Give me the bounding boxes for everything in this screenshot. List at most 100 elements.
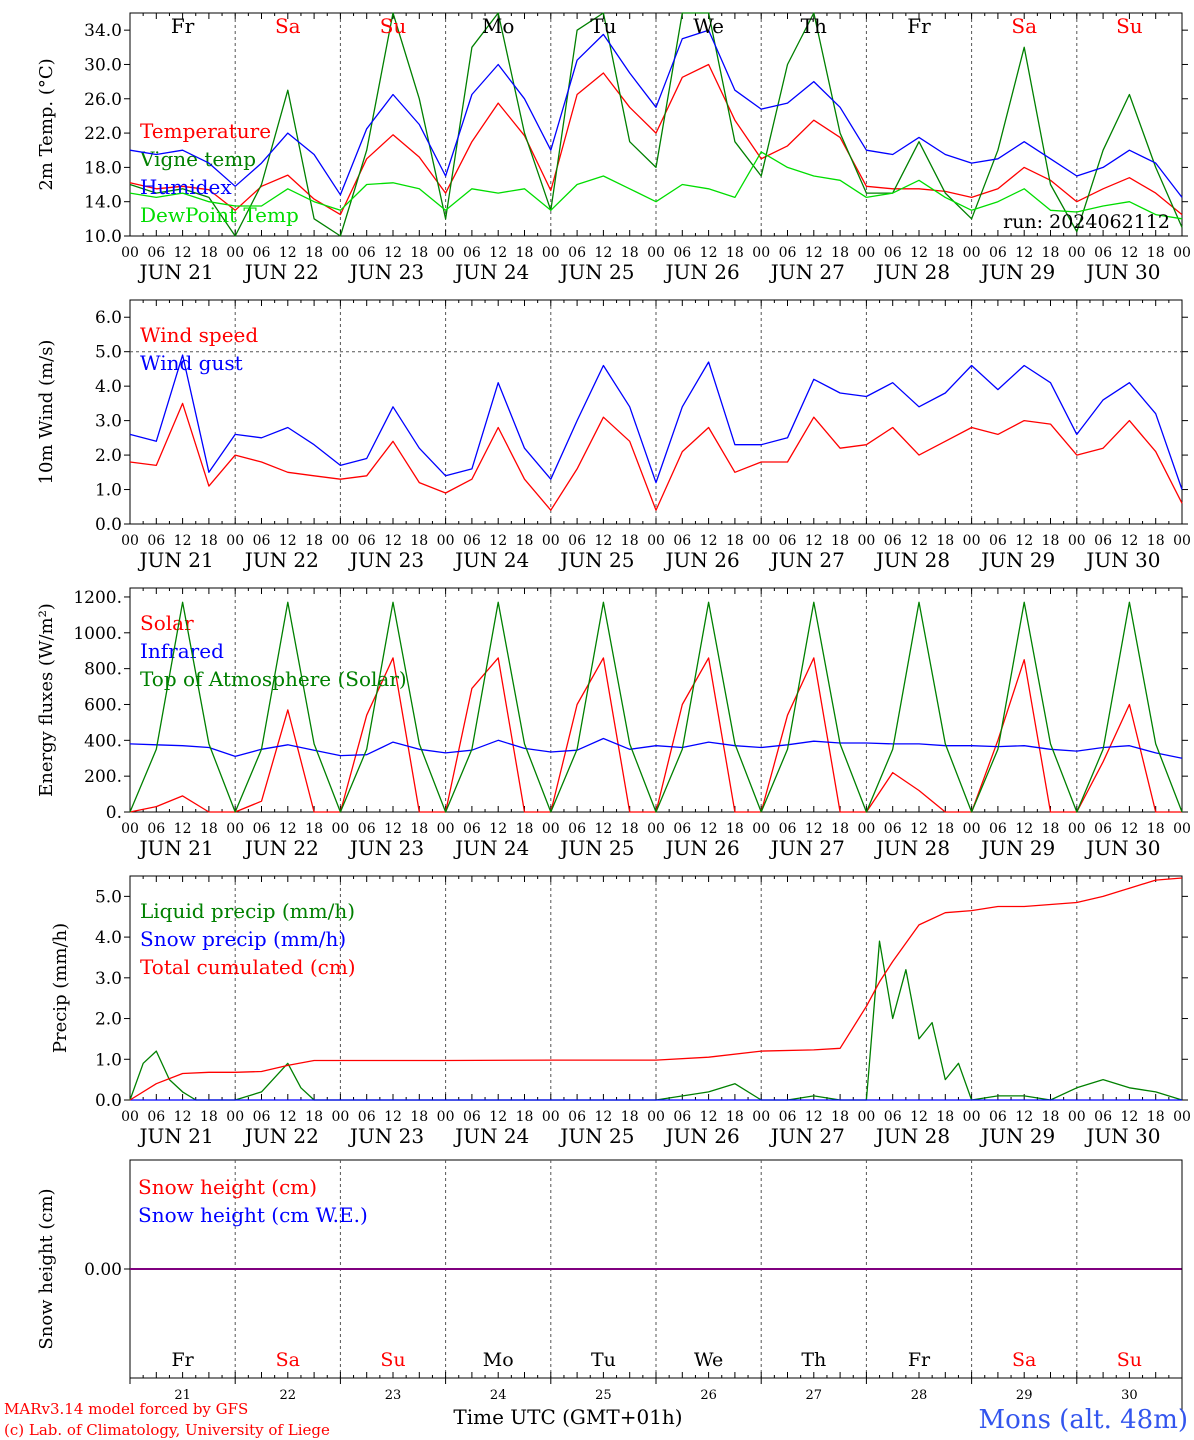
hour-tick-label: 18 xyxy=(410,245,428,261)
y-axis-label: 10m Wind (m/s) xyxy=(36,340,57,485)
hour-tick-label: 12 xyxy=(594,533,612,549)
hour-tick-label: 00 xyxy=(331,533,349,549)
hour-tick-label: 18 xyxy=(1147,1109,1165,1125)
legend-entry: Temperature xyxy=(140,119,271,143)
y-axis-label: Energy fluxes (W/m²) xyxy=(36,603,57,797)
date-label: JUN 23 xyxy=(348,836,424,860)
hour-tick-label: 12 xyxy=(1015,1109,1033,1125)
hour-tick-label: 12 xyxy=(174,821,192,837)
hour-tick-label: 00 xyxy=(1068,1109,1086,1125)
hour-tick-label: 18 xyxy=(1147,245,1165,261)
credit-line-2: (c) Lab. of Climatology, University of L… xyxy=(4,1421,330,1439)
day-name: Tu xyxy=(591,1349,616,1371)
legend-entry: Vigne temp xyxy=(139,147,256,171)
hour-tick-label: 00 xyxy=(437,533,455,549)
hour-tick-label: 18 xyxy=(516,245,534,261)
hour-tick-label: 18 xyxy=(831,1109,849,1125)
hour-tick-label: 00 xyxy=(542,245,560,261)
hour-tick-label: 06 xyxy=(884,1109,902,1125)
hour-tick-label: 12 xyxy=(384,1109,402,1125)
hour-tick-label: 06 xyxy=(358,533,376,549)
hour-tick-label: 06 xyxy=(989,821,1007,837)
date-label: JUN 22 xyxy=(243,836,319,860)
y-tick-label: 0.00 xyxy=(84,1260,122,1280)
hour-tick-label: 00 xyxy=(963,245,981,261)
hour-tick-label: 18 xyxy=(621,245,639,261)
hour-tick-label: 06 xyxy=(779,1109,797,1125)
y-tick-label: 0. xyxy=(106,803,122,823)
hour-tick-label: 06 xyxy=(147,821,165,837)
hour-tick-label: 12 xyxy=(805,821,823,837)
y-tick-label: 34.0 xyxy=(84,21,122,41)
y-tick-label: 2.0 xyxy=(95,1010,122,1030)
date-label: JUN 28 xyxy=(874,836,950,860)
hour-tick-label: 06 xyxy=(673,245,691,261)
hour-tick-label: 18 xyxy=(936,533,954,549)
hour-tick-label: 06 xyxy=(147,245,165,261)
hour-tick-label: 06 xyxy=(358,245,376,261)
hour-tick-label: 12 xyxy=(910,1109,928,1125)
hour-tick-label: 18 xyxy=(200,821,218,837)
legend-entry: Snow precip (mm/h) xyxy=(140,927,346,951)
series-line-temperature xyxy=(129,63,1183,216)
hour-tick-label: 00 xyxy=(121,1109,139,1125)
hour-tick-label: 12 xyxy=(174,1109,192,1125)
date-label: JUN 25 xyxy=(558,836,634,860)
hour-tick-label: 00 xyxy=(857,533,875,549)
date-label: JUN 22 xyxy=(243,260,319,284)
y-tick-label: 200. xyxy=(84,767,122,787)
hour-tick-label: 00 xyxy=(1173,245,1191,261)
date-label: JUN 23 xyxy=(348,260,424,284)
day-number: 29 xyxy=(1016,1388,1033,1403)
date-label: JUN 21 xyxy=(138,1124,214,1148)
hour-tick-label: 18 xyxy=(200,533,218,549)
hour-tick-label: 06 xyxy=(463,821,481,837)
date-label: JUN 21 xyxy=(138,260,214,284)
hour-tick-label: 12 xyxy=(805,533,823,549)
y-tick-label: 10.0 xyxy=(84,227,122,247)
day-name: Th xyxy=(801,1349,826,1371)
hour-tick-label: 06 xyxy=(1094,245,1112,261)
hour-tick-label: 06 xyxy=(884,821,902,837)
series-line-top-of-atmosphere-solar- xyxy=(129,601,1183,813)
hour-tick-label: 12 xyxy=(174,245,192,261)
date-label: JUN 21 xyxy=(138,836,214,860)
hour-tick-label: 00 xyxy=(963,1109,981,1125)
hour-tick-label: 06 xyxy=(463,245,481,261)
date-label: JUN 25 xyxy=(558,548,634,572)
hour-tick-label: 06 xyxy=(568,1109,586,1125)
hour-tick-label: 00 xyxy=(331,821,349,837)
y-tick-label: 22.0 xyxy=(84,124,122,144)
day-number: 26 xyxy=(700,1388,717,1403)
plot-frame xyxy=(129,587,1183,813)
series-line-vigne-temp xyxy=(129,12,1183,237)
day-number: 24 xyxy=(490,1388,507,1403)
hour-tick-label: 00 xyxy=(647,1109,665,1125)
hour-tick-label: 12 xyxy=(174,533,192,549)
hour-tick-label: 18 xyxy=(305,245,323,261)
hour-tick-label: 00 xyxy=(121,245,139,261)
hour-tick-label: 00 xyxy=(857,1109,875,1125)
day-number: 22 xyxy=(280,1388,297,1403)
hour-tick-label: 18 xyxy=(1147,533,1165,549)
hour-tick-label: 06 xyxy=(147,1109,165,1125)
series-line-humidex xyxy=(129,29,1183,198)
date-label: JUN 26 xyxy=(664,836,740,860)
hour-tick-label: 06 xyxy=(1094,1109,1112,1125)
date-label: JUN 30 xyxy=(1084,548,1160,572)
hour-tick-label: 18 xyxy=(200,245,218,261)
hour-tick-label: 18 xyxy=(1042,533,1060,549)
hour-tick-label: 12 xyxy=(1120,245,1138,261)
date-label: JUN 23 xyxy=(348,548,424,572)
hour-tick-label: 00 xyxy=(752,821,770,837)
hour-tick-label: 12 xyxy=(700,533,718,549)
series-line-wind-speed xyxy=(129,402,1183,511)
y-tick-label: 3.0 xyxy=(95,969,122,989)
hour-tick-label: 12 xyxy=(594,821,612,837)
hour-tick-label: 06 xyxy=(253,245,271,261)
plot-frame xyxy=(129,299,1183,525)
date-label: JUN 27 xyxy=(769,1124,845,1148)
day-number: 25 xyxy=(595,1388,612,1403)
hour-tick-label: 00 xyxy=(1173,821,1191,837)
